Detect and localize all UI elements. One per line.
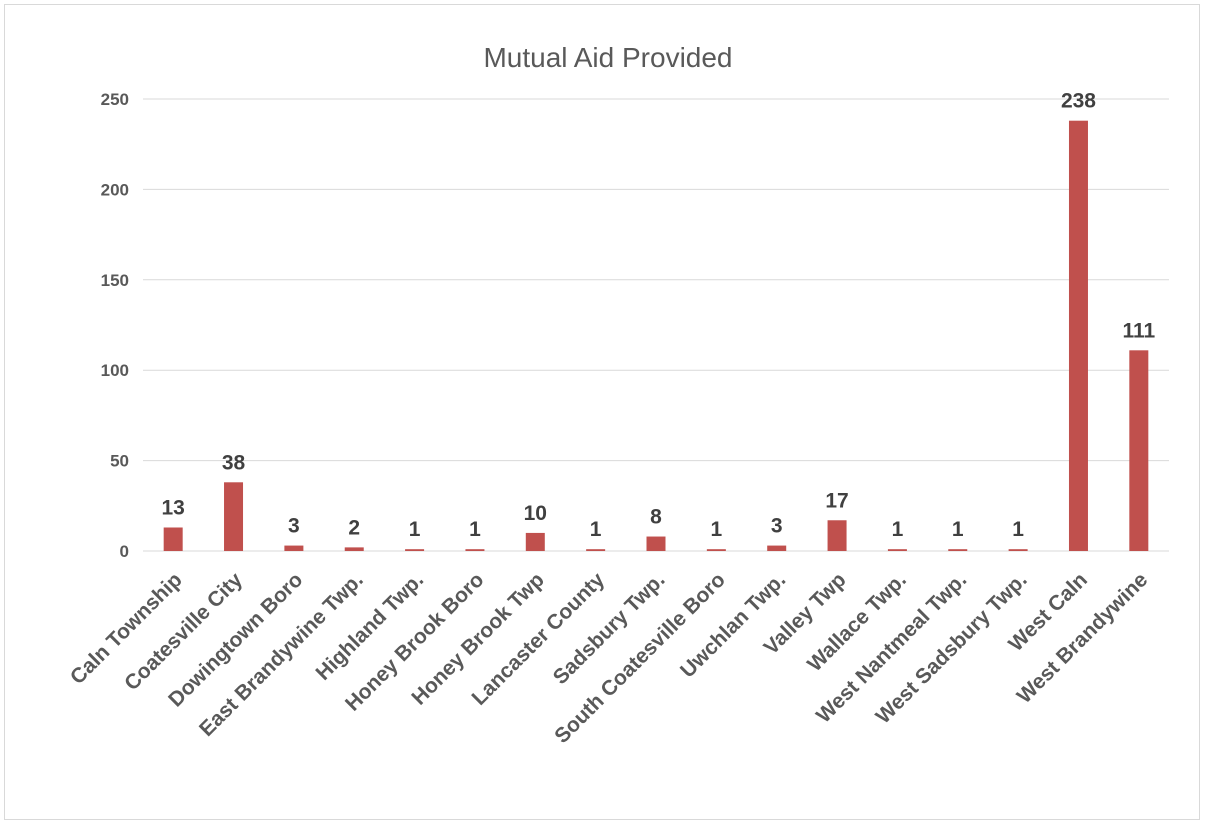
bar [1129, 350, 1149, 551]
y-tick-label: 50 [110, 452, 129, 471]
bar [887, 549, 907, 551]
chart-title: Mutual Aid Provided [483, 42, 732, 73]
bar [405, 549, 425, 551]
data-label: 1 [469, 518, 481, 541]
data-label: 38 [222, 451, 246, 474]
bar [706, 549, 726, 551]
bar [1068, 120, 1088, 552]
data-label: 1 [892, 518, 904, 541]
x-tick-label: Sadsbury Twp. [549, 568, 670, 689]
data-label: 13 [161, 496, 184, 519]
data-label: 17 [825, 489, 848, 512]
bars [163, 120, 1149, 552]
bar [163, 527, 183, 551]
data-label: 8 [650, 506, 662, 529]
data-label: 1 [1012, 518, 1024, 541]
bar [646, 536, 666, 551]
gridlines [143, 98, 1169, 552]
y-tick-label: 100 [101, 361, 129, 380]
bar [948, 549, 968, 551]
bar [344, 547, 364, 551]
data-label: 1 [952, 518, 964, 541]
data-label: 1 [409, 518, 421, 541]
data-label: 111 [1122, 319, 1155, 342]
bar [1008, 549, 1028, 551]
data-label: 238 [1061, 90, 1096, 113]
bar [284, 545, 304, 551]
data-label: 3 [288, 515, 300, 538]
x-tick-label: Highland Twp. [311, 568, 428, 685]
bar [465, 549, 485, 551]
data-label: 10 [524, 502, 547, 525]
y-axis: 0 50 100 150 200 250 [101, 90, 129, 561]
y-tick-label: 250 [101, 90, 129, 109]
bar [525, 532, 545, 551]
x-tick-label: Caln Township [66, 568, 187, 689]
chart-area: Mutual Aid Provided 0 50 100 150 200 250 13 38… [4, 4, 1200, 820]
y-tick-label: 150 [101, 271, 129, 290]
data-label: 3 [771, 515, 783, 538]
data-label: 1 [711, 518, 723, 541]
bar [224, 482, 244, 551]
y-tick-label: 200 [101, 180, 129, 199]
bar [586, 549, 606, 551]
data-label: 2 [348, 516, 360, 539]
bar [827, 520, 847, 551]
y-tick-label: 0 [120, 542, 129, 561]
bar [767, 545, 787, 551]
data-label: 1 [590, 518, 602, 541]
x-tick-label: Uwchlan Twp. [676, 568, 790, 682]
